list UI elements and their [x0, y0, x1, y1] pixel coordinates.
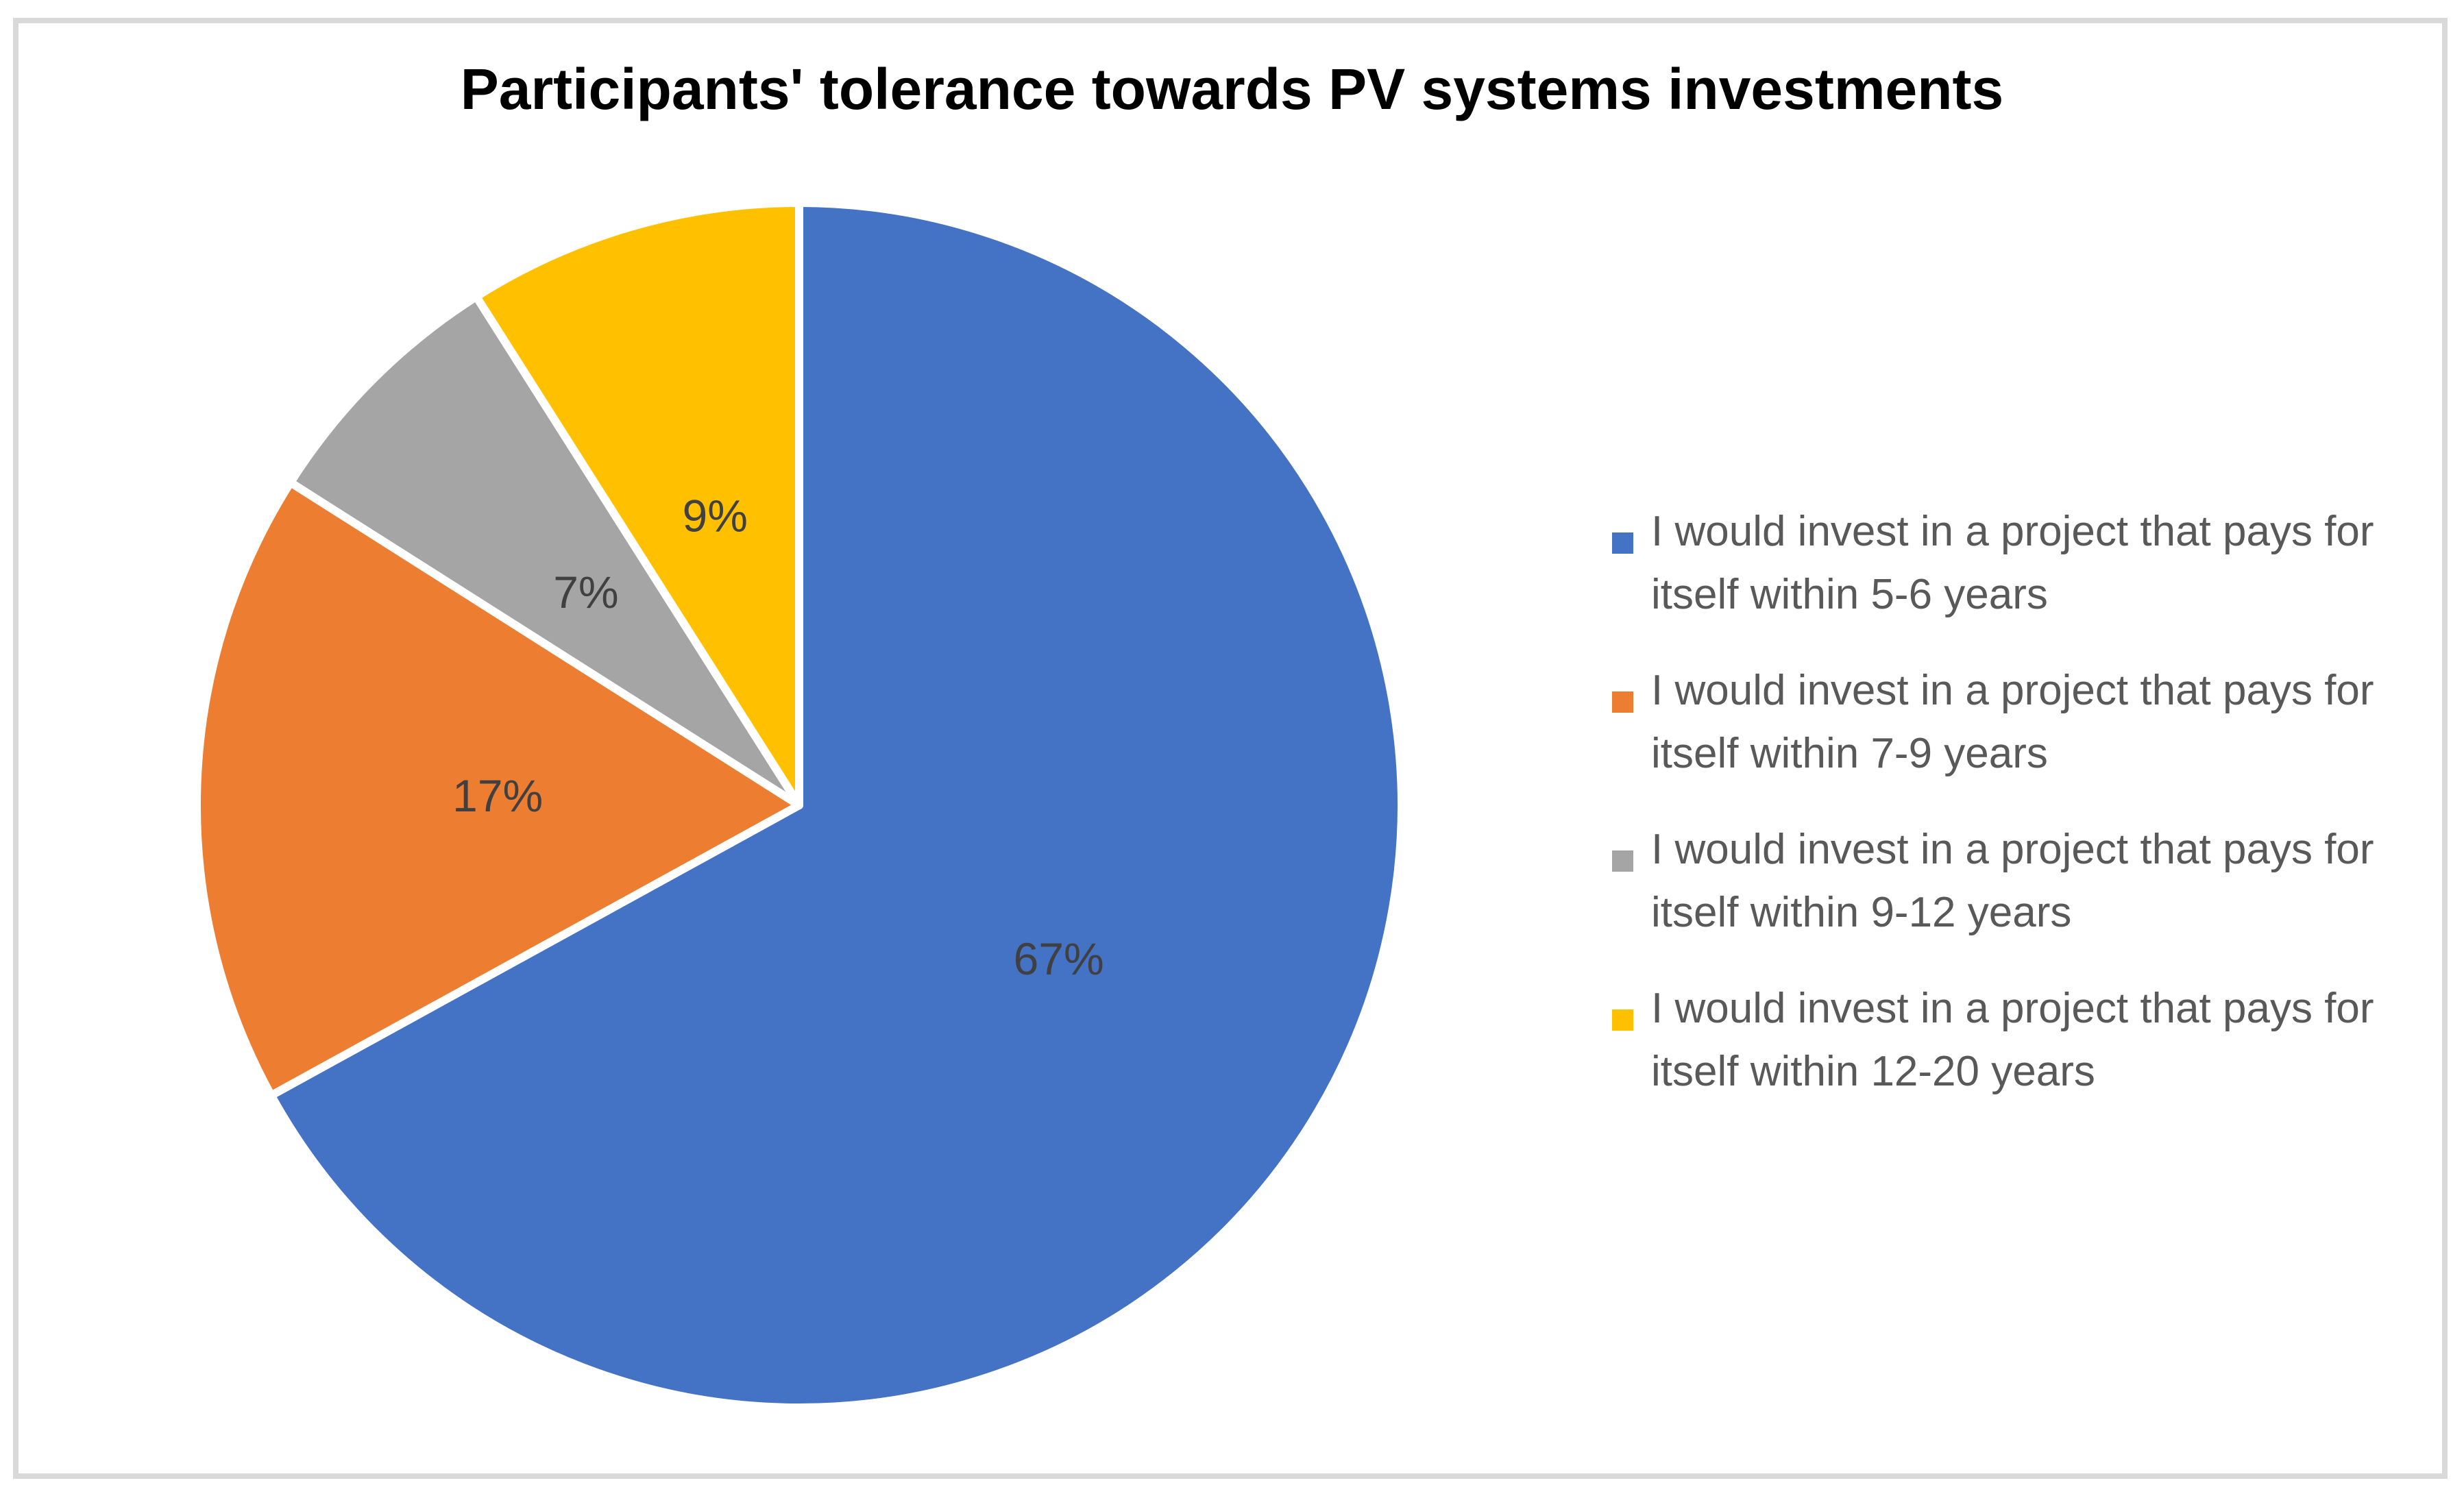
pie-slice-2: [192, 478, 803, 1100]
pie-slice-1: [267, 199, 1406, 1412]
legend-item-label: I would invest in a project that pays fo…: [1651, 826, 2374, 936]
legend-item-label: I would invest in a project that pays fo…: [1651, 667, 2374, 777]
chart-frame: [13, 18, 2448, 1479]
pie-data-label-2: 17%: [452, 770, 543, 821]
legend-item-label: I would invest in a project that pays fo…: [1651, 985, 2374, 1095]
chart-title: Participants' tolerance towards PV syste…: [460, 57, 2004, 121]
legend-swatch-icon: [1612, 691, 1633, 713]
legend-item-1: I would invest in a project that pays fo…: [1612, 500, 2441, 626]
legend-swatch-icon: [1612, 1009, 1633, 1031]
legend: I would invest in a project that pays fo…: [1612, 500, 2441, 1136]
pie-data-label-4: 9%: [683, 491, 748, 541]
pie-slice-3: [286, 292, 803, 809]
legend-item-2: I would invest in a project that pays fo…: [1612, 659, 2441, 785]
legend-item-3: I would invest in a project that pays fo…: [1612, 818, 2441, 944]
legend-swatch-icon: [1612, 532, 1633, 554]
legend-item-label: I would invest in a project that pays fo…: [1651, 508, 2374, 618]
pie-slice-4: [472, 199, 803, 809]
pie-data-label-3: 7%: [553, 567, 618, 617]
legend-swatch-icon: [1612, 850, 1633, 872]
pie-data-label-1: 67%: [1014, 933, 1104, 984]
legend-item-4: I would invest in a project that pays fo…: [1612, 977, 2441, 1103]
